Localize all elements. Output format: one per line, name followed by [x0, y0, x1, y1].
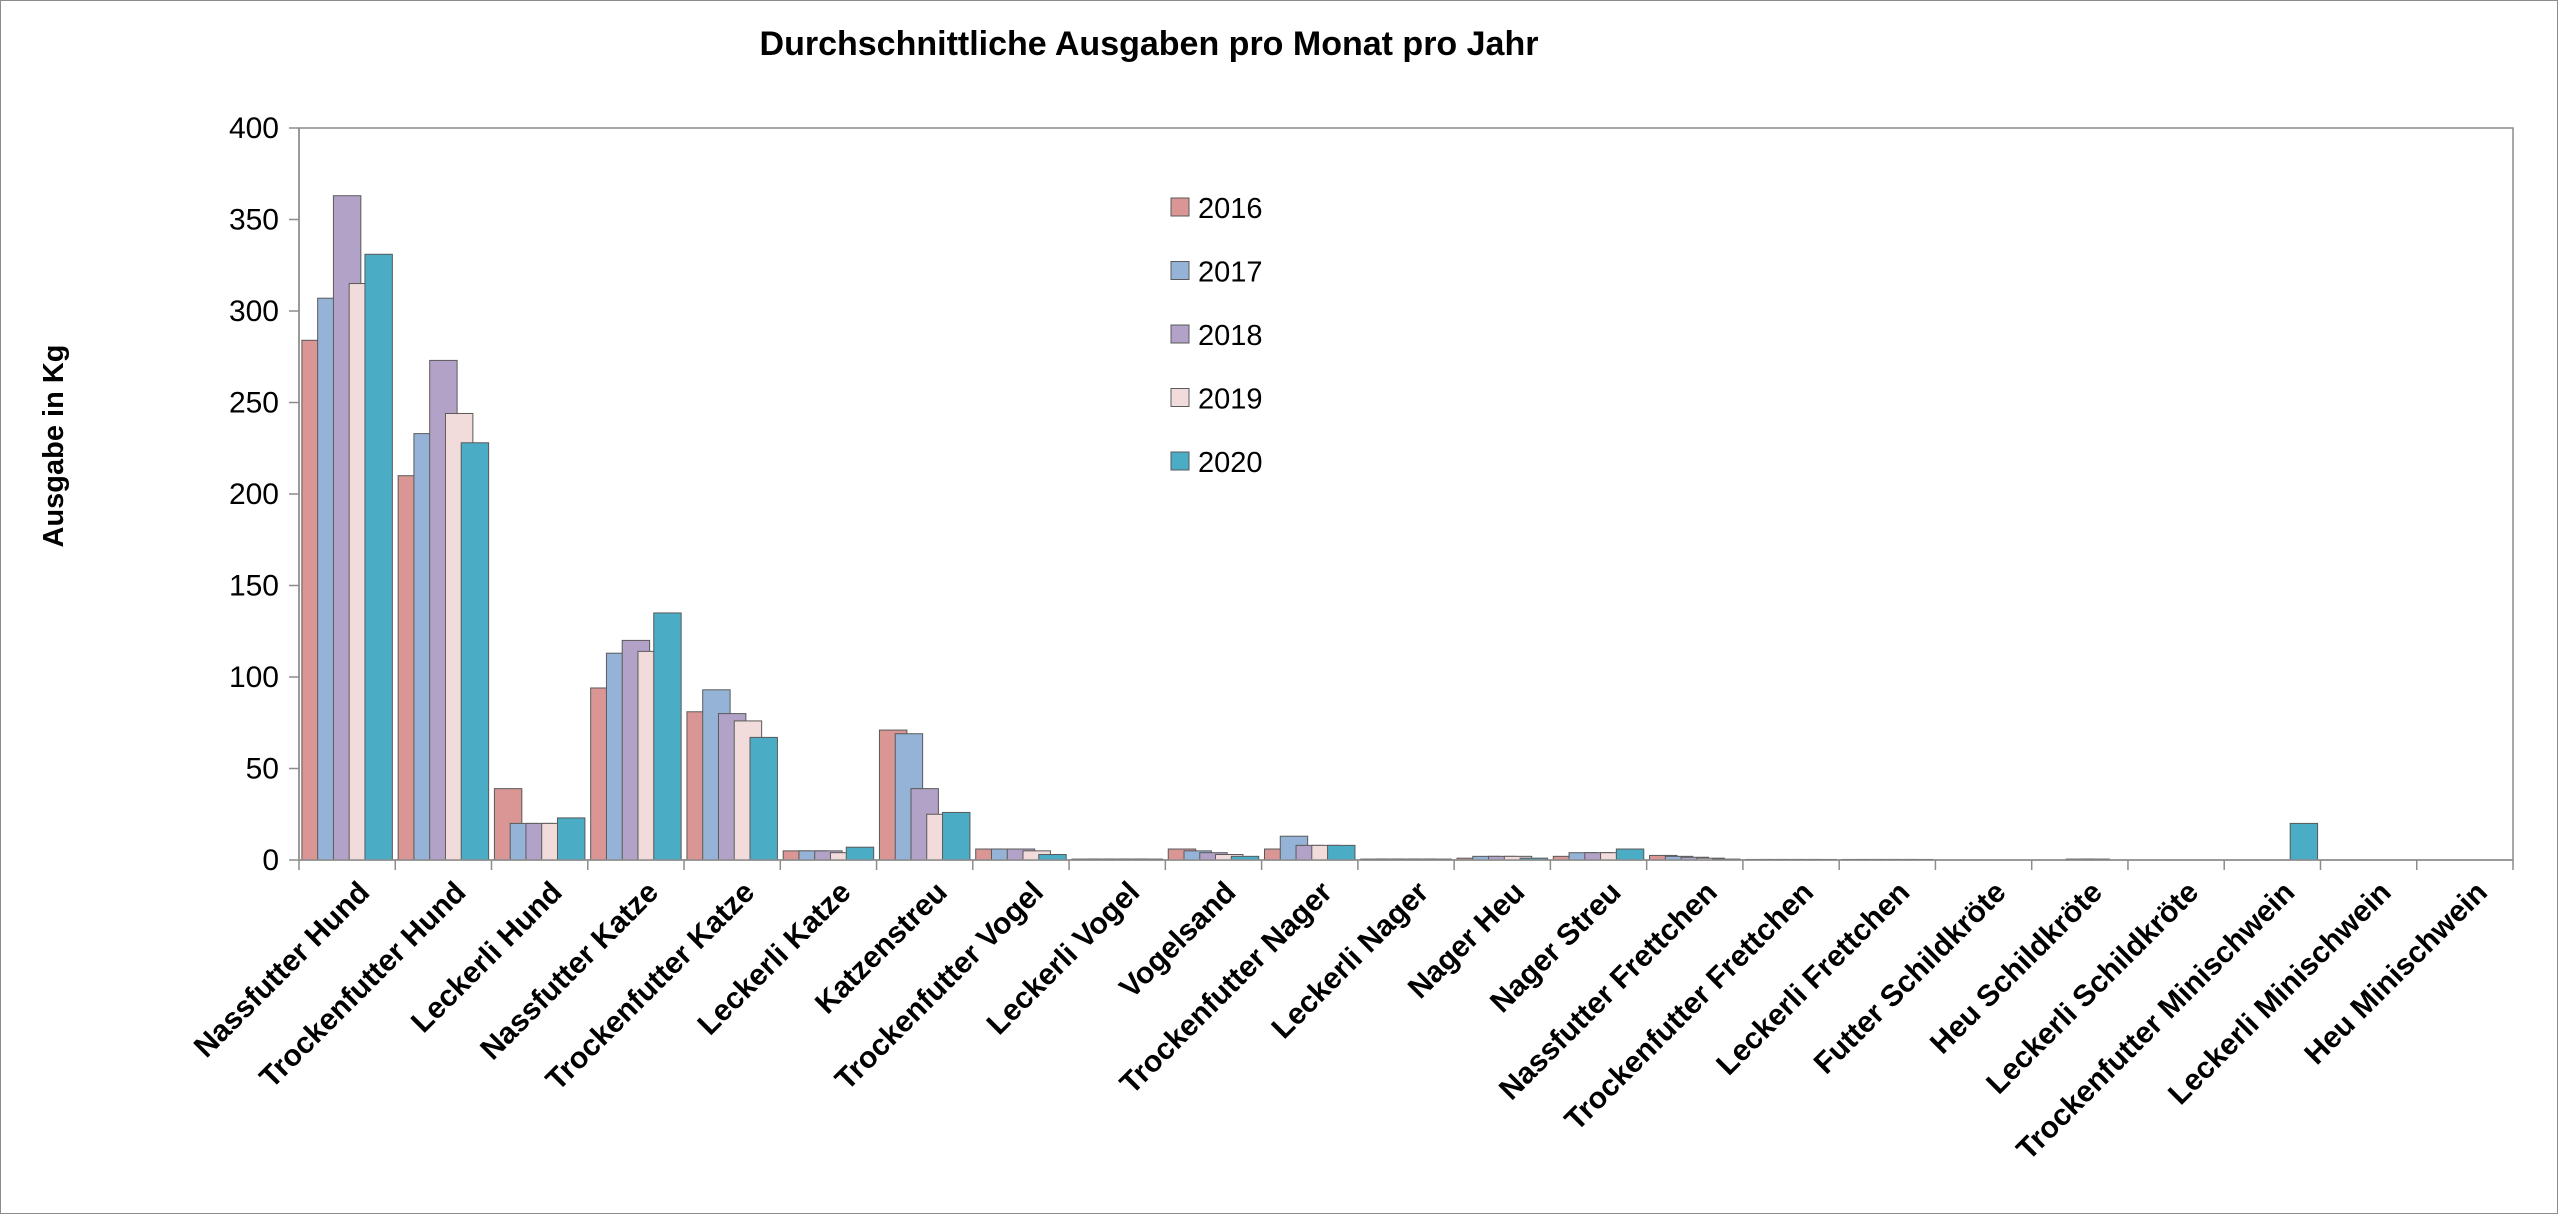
y-tick-label: 300: [229, 295, 279, 328]
bar-2020-6: [845, 846, 875, 861]
x-tick-label: Nassfutter Katze: [474, 876, 665, 1067]
y-tick-label: 0: [262, 844, 279, 877]
bars-group: [301, 195, 2319, 861]
bar-2020-3: [556, 817, 586, 861]
legend-swatch-2018: [1170, 324, 1190, 344]
y-tick-label: 100: [229, 661, 279, 694]
x-tick-label: Heu Minischwein: [2298, 876, 2493, 1071]
legend-swatch-2017: [1170, 261, 1190, 280]
legend-swatch-2019: [1170, 388, 1190, 407]
y-tick-label: 50: [246, 753, 279, 786]
y-axis-label: Ausgabe in Kg: [38, 344, 70, 547]
bar-2020-2: [460, 442, 490, 861]
legend-label-2017: 2017: [1198, 257, 1263, 289]
legend-label-2019: 2019: [1198, 384, 1263, 416]
y-tick-label: 250: [229, 387, 279, 420]
legend-swatch-2020: [1170, 451, 1190, 471]
y-axis: 0 50 100 150 200 250 300 350 400: [229, 112, 300, 877]
legend: 2016 2017 2018 2019 2020: [1170, 193, 1263, 479]
legend-label-2020: 2020: [1198, 447, 1263, 479]
x-tick-label: Nassfutter Hund: [188, 876, 376, 1064]
legend-swatch-2016: [1170, 197, 1190, 217]
y-tick-label: 350: [229, 204, 279, 237]
legend-label-2016: 2016: [1198, 193, 1263, 225]
bar-2020-21: [2289, 822, 2319, 861]
bar-2020-7: [942, 811, 971, 861]
y-tick-label: 200: [229, 478, 279, 511]
bar-2020-14: [1615, 848, 1645, 861]
chart-title: Durchschnittliche Ausgaben pro Monat pro…: [760, 25, 1539, 63]
y-tick-label: 400: [229, 112, 279, 145]
bar-2020-4: [653, 612, 682, 861]
y-tick-label: 150: [229, 570, 279, 603]
x-tick-label: Heu Schildkröte: [1924, 876, 2109, 1061]
bar-2020-5: [749, 736, 778, 861]
bar-2020-1: [364, 253, 393, 861]
legend-label-2018: 2018: [1198, 320, 1263, 352]
bar-2020-8: [1038, 854, 1067, 861]
bar-2020-11: [1327, 844, 1356, 861]
